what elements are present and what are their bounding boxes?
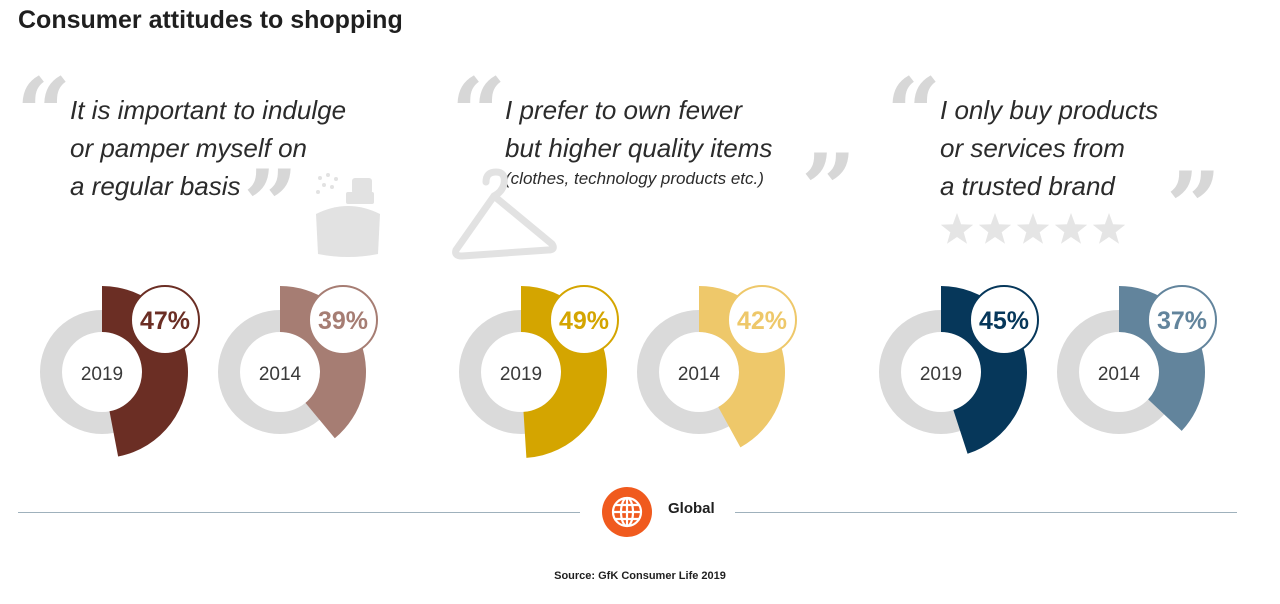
star-icon: [1054, 213, 1088, 244]
percent-label: 39%: [318, 307, 368, 335]
statement-text: It is important to indulge or pamper mys…: [70, 91, 346, 205]
open-quote-icon: “: [16, 57, 72, 170]
statement-text: I prefer to own fewer but higher quality…: [505, 91, 772, 191]
percent-label: 37%: [1157, 307, 1207, 335]
statement-note: (clothes, technology products etc.): [505, 169, 764, 188]
open-quote-icon: “: [451, 57, 507, 170]
close-quote-icon: ”: [801, 133, 857, 246]
star-icon: [1016, 213, 1050, 244]
perfume-bottle-icon: [316, 173, 380, 257]
statement-line: I prefer to own fewer: [505, 95, 742, 125]
source-note: Source: GfK Consumer Life 2019: [554, 570, 726, 582]
percent-badge: [1147, 285, 1217, 355]
clothes-hanger-icon: [452, 168, 557, 260]
star-icon: [1092, 213, 1126, 244]
statement-line: or pamper myself on: [70, 133, 307, 163]
percent-label: 47%: [140, 307, 190, 335]
statement-line: It is important to indulge: [70, 95, 347, 125]
page-title: Consumer attitudes to shopping: [18, 6, 403, 34]
divider-right: [735, 512, 1237, 513]
star-icon: [940, 213, 974, 244]
percent-badge: [549, 285, 619, 355]
statement-text: I only buy products or services from a t…: [940, 91, 1158, 205]
open-quote-icon: “: [886, 57, 942, 170]
year-label: 2019: [500, 364, 542, 385]
percent-label: 45%: [979, 307, 1029, 335]
year-label: 2014: [259, 364, 302, 385]
statement-line: or services from: [940, 133, 1125, 163]
statement-line: a regular basis: [70, 171, 241, 201]
year-label: 2014: [1098, 364, 1141, 385]
region-label: Global: [668, 500, 715, 517]
divider-left: [18, 512, 580, 513]
star-icon: [978, 213, 1012, 244]
statement-line: a trusted brand: [940, 171, 1115, 201]
five-stars-icon: [940, 213, 1126, 244]
statement-line: but higher quality items: [505, 133, 773, 163]
percent-badge: [727, 285, 797, 355]
statement-line: I only buy products: [940, 95, 1159, 125]
close-quote-icon: ”: [243, 149, 299, 262]
close-quote-icon: ”: [1166, 151, 1222, 264]
percent-label: 49%: [559, 307, 609, 335]
globe-icon: [602, 487, 652, 537]
year-label: 2019: [920, 364, 962, 385]
year-label: 2019: [81, 364, 123, 385]
percent-label: 42%: [737, 307, 787, 335]
percent-badge: [130, 285, 200, 355]
percent-badge: [308, 285, 378, 355]
year-label: 2014: [678, 364, 721, 385]
percent-badge: [969, 285, 1039, 355]
